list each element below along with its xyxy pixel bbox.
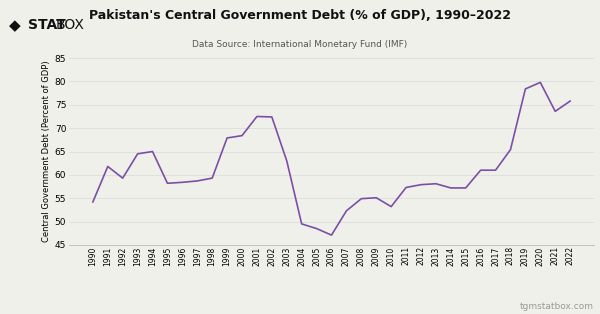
- Text: BOX: BOX: [56, 19, 85, 32]
- Text: ◆: ◆: [9, 18, 21, 33]
- Y-axis label: Central Government Debt (Percent of GDP): Central Government Debt (Percent of GDP): [41, 61, 50, 242]
- Text: STAT: STAT: [28, 19, 66, 32]
- Text: Data Source: International Monetary Fund (IMF): Data Source: International Monetary Fund…: [193, 40, 407, 49]
- Text: tgmstatbox.com: tgmstatbox.com: [520, 302, 594, 311]
- Text: Pakistan's Central Government Debt (% of GDP), 1990–2022: Pakistan's Central Government Debt (% of…: [89, 9, 511, 22]
